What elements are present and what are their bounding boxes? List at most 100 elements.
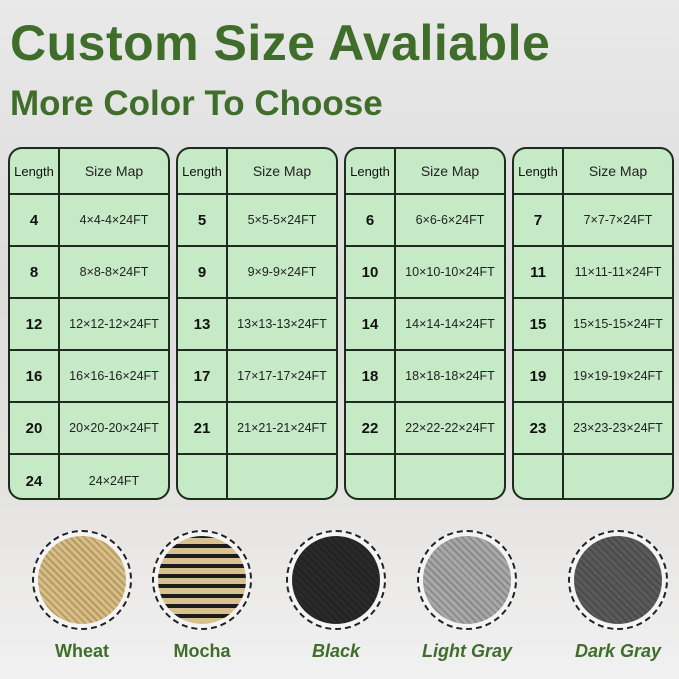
length-cell: 13 xyxy=(178,299,228,349)
color-swatch-black xyxy=(286,530,386,630)
size-cell: 15×15-15×24FT xyxy=(573,317,663,331)
table-row: 22 22×22-22×24FT xyxy=(346,403,504,455)
table-row xyxy=(346,455,504,498)
table-row: 17 17×17-17×24FT xyxy=(178,351,336,403)
table-row: 14 14×14-14×24FT xyxy=(346,299,504,351)
length-cell: 15 xyxy=(514,299,564,349)
length-cell: 12 xyxy=(10,299,60,349)
table-row: 10 10×10-10×24FT xyxy=(346,247,504,299)
length-cell: 21 xyxy=(178,403,228,453)
color-label: Dark Gray xyxy=(574,641,662,661)
table-row xyxy=(514,455,672,498)
size-cell: 22×22-22×24FT xyxy=(405,421,495,435)
size-cell: 7×7-7×24FT xyxy=(583,213,653,227)
size-map-header: Size Map xyxy=(252,163,312,179)
size-map-header: Size Map xyxy=(420,163,480,179)
length-cell: 18 xyxy=(346,351,396,401)
length-cell: 20 xyxy=(10,403,60,453)
length-cell: 5 xyxy=(178,195,228,245)
size-cell xyxy=(396,455,504,498)
headline: Custom Size Avaliable xyxy=(10,15,551,71)
size-table: Length Size Map 7 7×7-7×24FT 11 11×11-11×24FT… xyxy=(512,147,674,500)
size-map-header: Size Map xyxy=(84,163,144,179)
length-cell: 8 xyxy=(10,247,60,297)
color-label: Black xyxy=(311,641,361,661)
table-row: 15 15×15-15×24FT xyxy=(514,299,672,351)
size-cell: 18×18-18×24FT xyxy=(405,369,495,383)
size-cell: 23×23-23×24FT xyxy=(573,421,663,435)
color-label: Mocha xyxy=(173,641,231,661)
table-row: 20 20×20-20×24FT xyxy=(10,403,168,455)
table-row: 5 5×5-5×24FT xyxy=(178,195,336,247)
length-cell: 14 xyxy=(346,299,396,349)
size-cell: 13×13-13×24FT xyxy=(237,317,327,331)
length-header: Length xyxy=(514,149,564,193)
size-cell: 12×12-12×24FT xyxy=(69,317,159,331)
size-cell: 10×10-10×24FT xyxy=(405,265,495,279)
table-row: 18 18×18-18×24FT xyxy=(346,351,504,403)
size-table: Length Size Map 6 6×6-6×24FT 10 10×10-10×24FT… xyxy=(344,147,506,500)
table-row: 19 19×19-19×24FT xyxy=(514,351,672,403)
size-cell xyxy=(564,455,672,498)
size-cell: 19×19-19×24FT xyxy=(573,369,663,383)
length-cell: 10 xyxy=(346,247,396,297)
table-row xyxy=(178,455,336,498)
color-swatch-light-gray xyxy=(417,530,517,630)
length-cell: 17 xyxy=(178,351,228,401)
size-cell: 6×6-6×24FT xyxy=(415,213,485,227)
table-row: 12 12×12-12×24FT xyxy=(10,299,168,351)
length-cell: 23 xyxy=(514,403,564,453)
color-swatch-mocha xyxy=(152,530,252,630)
table-row: 21 21×21-21×24FT xyxy=(178,403,336,455)
table-row: 7 7×7-7×24FT xyxy=(514,195,672,247)
size-table: Length Size Map 5 5×5-5×24FT 9 9×9-9×24FT 13 13… xyxy=(176,147,338,500)
length-cell xyxy=(514,455,564,498)
size-cell: 8×8-8×24FT xyxy=(79,265,149,279)
table-row: 9 9×9-9×24FT xyxy=(178,247,336,299)
table-row: 4 4×4-4×24FT xyxy=(10,195,168,247)
size-cell xyxy=(228,455,336,498)
length-header: Length xyxy=(346,149,396,193)
size-map-header: Size Map xyxy=(588,163,648,179)
table-header: Length Size Map xyxy=(10,149,168,195)
size-cell: 5×5-5×24FT xyxy=(247,213,317,227)
length-cell: 24 xyxy=(10,455,60,498)
length-cell: 22 xyxy=(346,403,396,453)
size-table: Length Size Map 4 4×4-4×24FT 8 8×8-8×24FT 12 12… xyxy=(8,147,170,500)
table-row: 23 23×23-23×24FT xyxy=(514,403,672,455)
table-row: 24 24×24FT xyxy=(10,455,168,498)
color-swatch-wheat xyxy=(32,530,132,630)
length-cell: 6 xyxy=(346,195,396,245)
size-cell: 14×14-14×24FT xyxy=(405,317,495,331)
length-cell xyxy=(178,455,228,498)
size-cell: 20×20-20×24FT xyxy=(69,421,159,435)
size-cell: 16×16-16×24FT xyxy=(69,369,159,383)
length-cell: 11 xyxy=(514,247,564,297)
color-label: Wheat xyxy=(55,641,109,661)
size-cell: 21×21-21×24FT xyxy=(237,421,327,435)
subheadline: More Color To Choose xyxy=(10,84,383,123)
table-header: Length Size Map xyxy=(514,149,672,195)
table-row: 6 6×6-6×24FT xyxy=(346,195,504,247)
length-cell: 7 xyxy=(514,195,564,245)
length-cell: 16 xyxy=(10,351,60,401)
table-row: 16 16×16-16×24FT xyxy=(10,351,168,403)
table-header: Length Size Map xyxy=(178,149,336,195)
table-row: 8 8×8-8×24FT xyxy=(10,247,168,299)
length-cell: 4 xyxy=(10,195,60,245)
length-header: Length xyxy=(178,149,228,193)
size-cell: 11×11-11×24FT xyxy=(574,265,662,279)
length-cell: 19 xyxy=(514,351,564,401)
length-cell xyxy=(346,455,396,498)
size-cell: 24×24FT xyxy=(88,474,140,488)
length-cell: 9 xyxy=(178,247,228,297)
color-label: Light Gray xyxy=(421,641,512,661)
size-cell: 4×4-4×24FT xyxy=(79,213,149,227)
color-swatch-dark-gray xyxy=(568,530,668,630)
size-cell: 9×9-9×24FT xyxy=(247,265,317,279)
length-header: Length xyxy=(10,149,60,193)
table-row: 11 11×11-11×24FT xyxy=(514,247,672,299)
table-header: Length Size Map xyxy=(346,149,504,195)
size-cell: 17×17-17×24FT xyxy=(237,369,327,383)
table-row: 13 13×13-13×24FT xyxy=(178,299,336,351)
